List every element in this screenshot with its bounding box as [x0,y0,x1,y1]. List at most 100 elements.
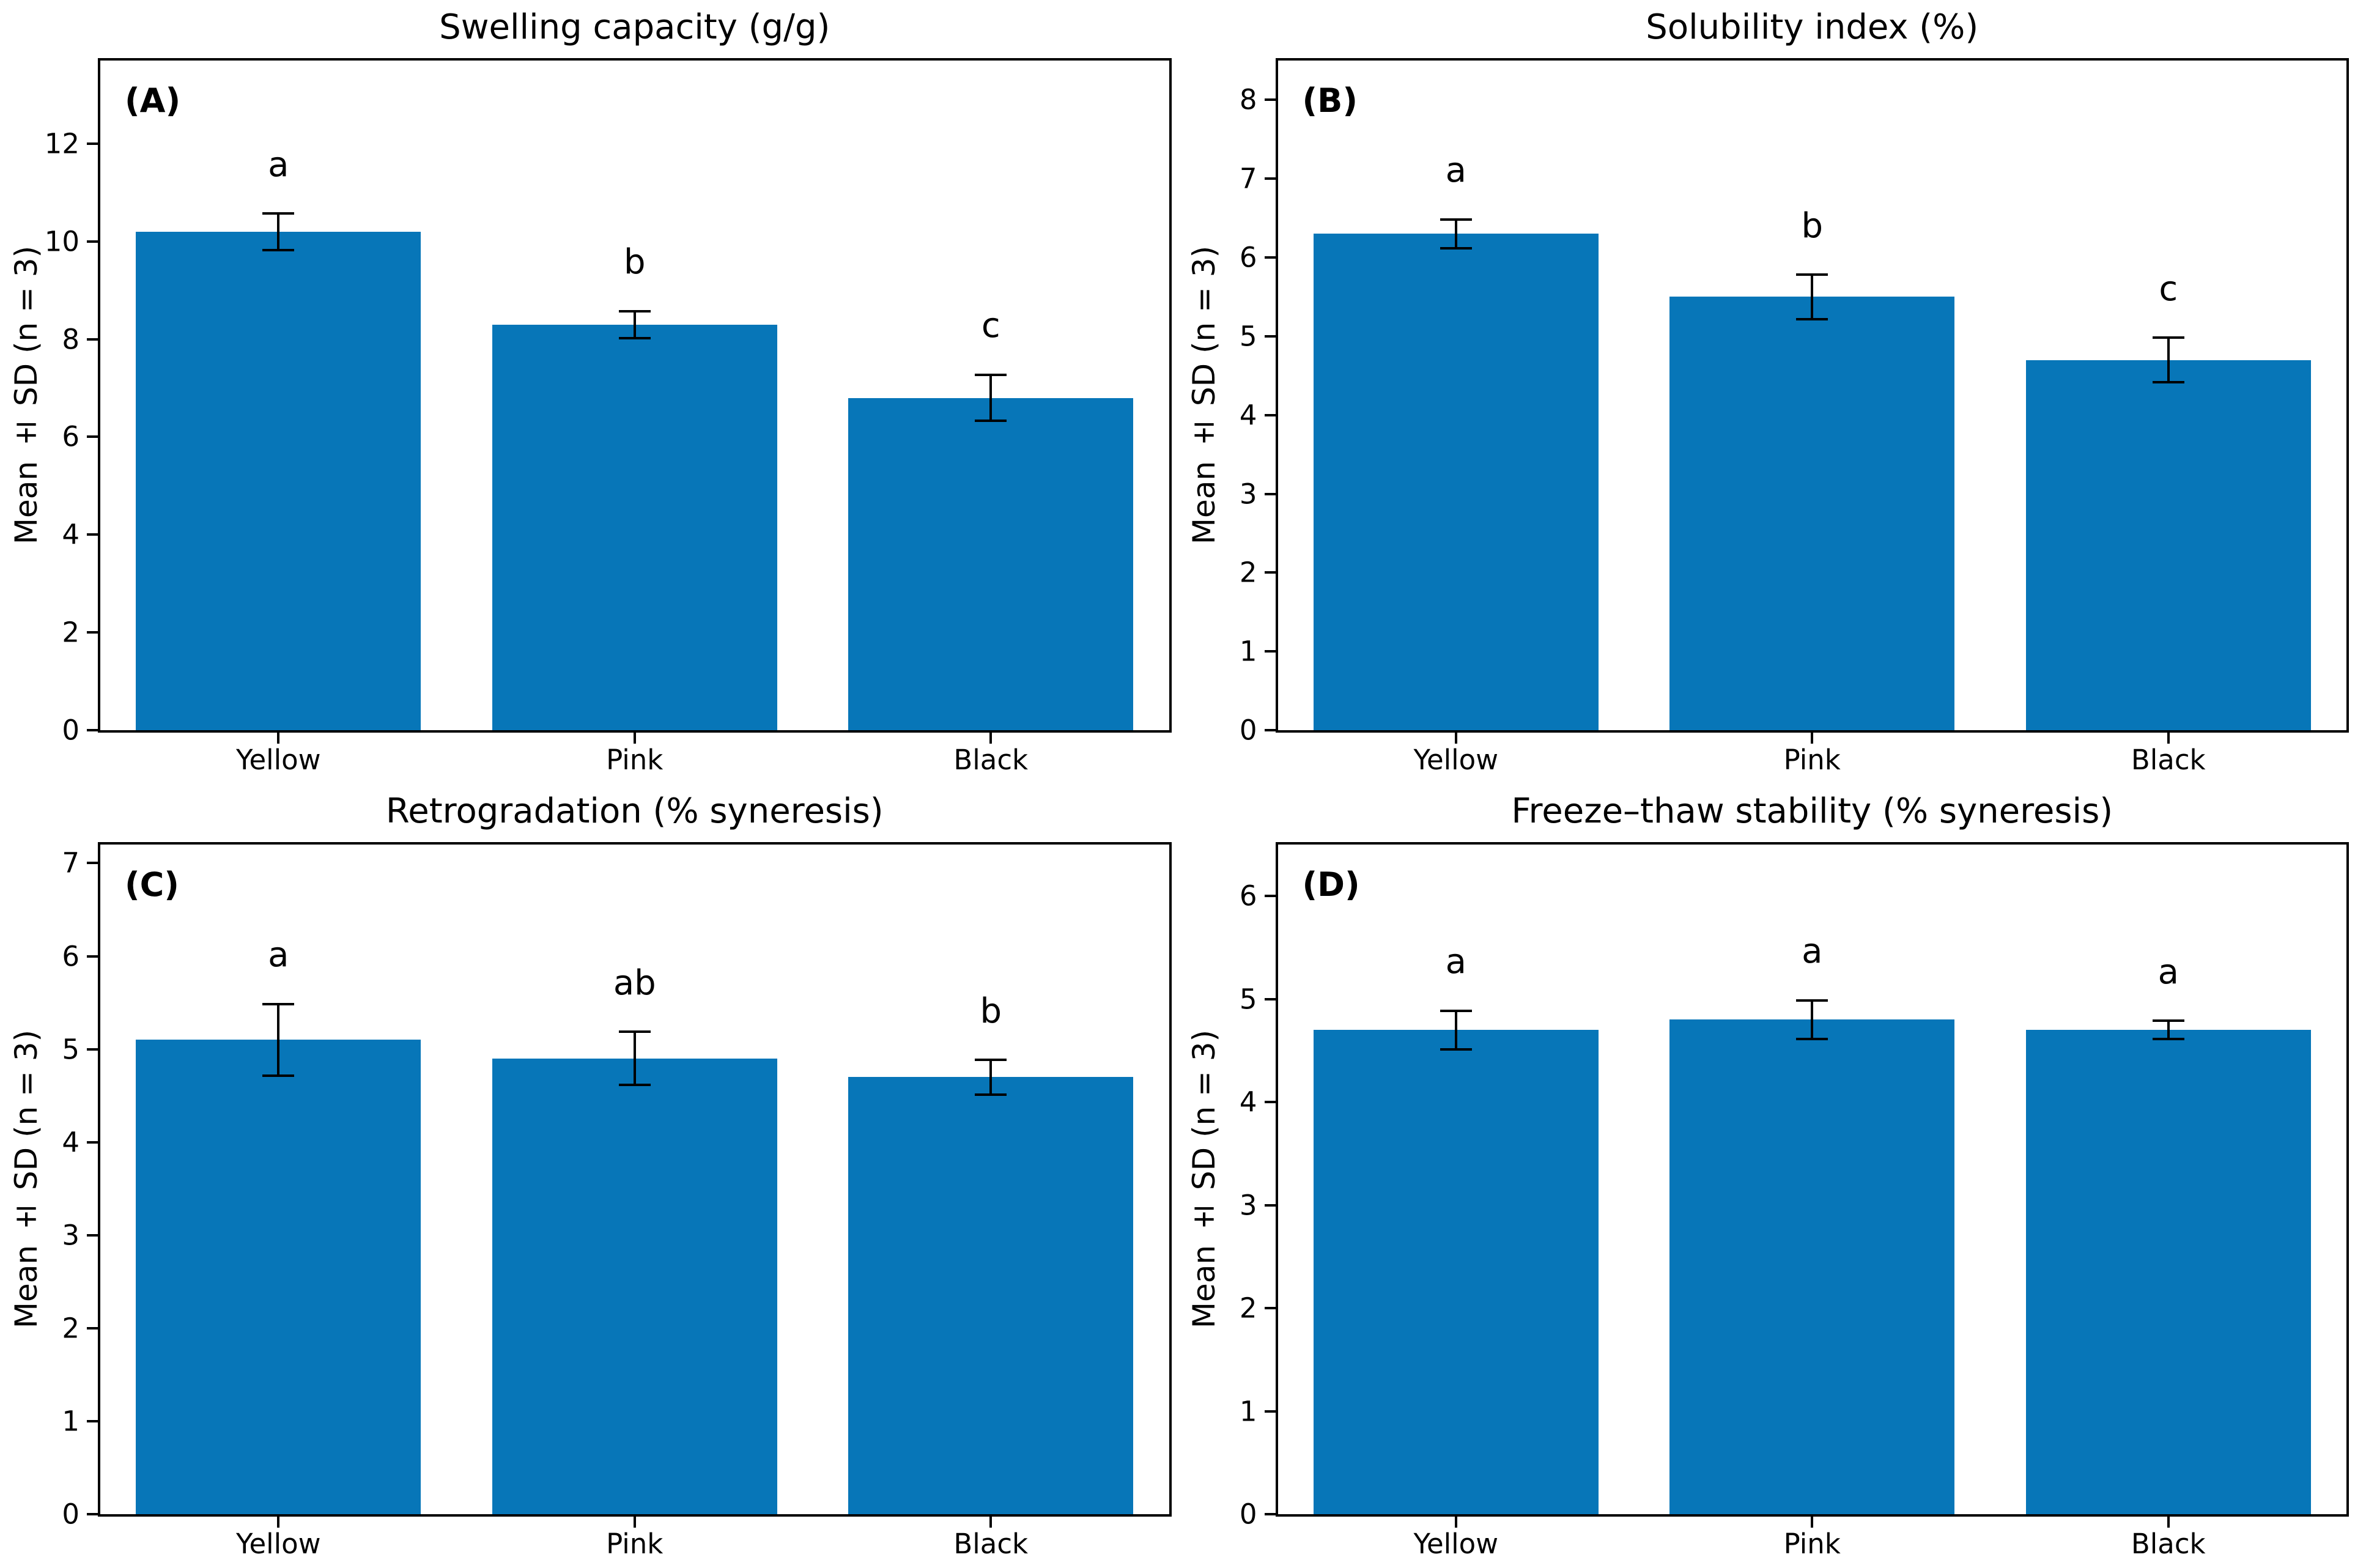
plot-area: (C) 0 1 2 3 4 5 6 7 a Yellow ab Pink b Black [62,842,1172,1558]
y-tick-label: 10 [44,225,79,258]
y-axis-label: Mean ± SD (n = 3) [1186,1029,1222,1329]
y-tick-mark [87,240,98,243]
error-bar-cap-top [1440,218,1472,221]
y-tick-mark [1264,997,1276,1000]
y-tick-mark [1264,98,1276,102]
x-tick-label: Yellow [1413,744,1499,776]
x-tick-mark [1454,733,1457,744]
bar-pink [1669,1019,1955,1514]
bar-black [2025,360,2311,730]
y-tick-label: 8 [62,323,79,356]
error-bar-stem [633,309,636,339]
x-tick-label: Pink [606,1528,664,1560]
error-bar-cap-bottom [1796,318,1828,321]
y-tick-label: 2 [62,616,79,649]
y-tick-label: 1 [1239,635,1257,668]
plot-area: (A) 0 2 4 6 8 10 12 a Yellow b Pink c Black [45,58,1172,774]
panel-letter-tag: (A) [125,81,181,120]
x-tick-mark [989,1517,993,1528]
y-axis-label: Mean ± SD (n = 3) [1186,245,1222,545]
bar-yellow [136,231,421,730]
error-bar-cap-top [2152,1019,2184,1023]
y-tick-mark [87,1419,98,1422]
y-tick-label: 7 [1239,162,1257,195]
y-tick-mark [1264,413,1276,416]
panel-title: Solubility index (%) [1646,7,1979,47]
panel-a-swelling-capacity: Swelling capacity (g/g) Mean ± SD (n = 3… [0,0,1178,784]
y-tick-label: 0 [62,714,79,747]
y-tick-label: 5 [1239,983,1257,1016]
y-tick-mark [87,631,98,634]
y-tick-label: 7 [62,846,79,879]
y-tick-label: 1 [62,1405,79,1438]
significance-letter: b [623,242,646,283]
y-tick-mark [87,1326,98,1329]
y-tick-mark [87,1048,98,1051]
y-tick-label: 4 [1239,399,1257,432]
y-tick-label: 0 [1239,1498,1257,1531]
error-bar-cap-bottom [1440,247,1472,250]
panel-b-solubility-index: Solubility index (%) Mean ± SD (n = 3) (… [1178,0,2355,784]
error-bar-stem [277,212,280,251]
significance-letter: a [268,935,289,975]
x-tick-label: Pink [606,744,664,776]
y-tick-mark [1264,729,1276,731]
bar-pink [492,1058,777,1514]
y-tick-mark [87,1233,98,1237]
x-tick-label: Pink [1783,744,1841,776]
y-tick-mark [1264,256,1276,259]
x-tick-mark [633,733,636,744]
panel-letter-tag: (D) [1302,865,1360,904]
y-tick-mark [87,955,98,958]
y-tick-label: 4 [1239,1085,1257,1119]
plot-area: (B) 0 1 2 3 4 5 6 7 8 a Yellow b Pink c Black [1240,58,2349,774]
x-tick-label: Yellow [235,1528,321,1560]
y-tick-mark [87,729,98,731]
y-tick-mark [1264,571,1276,574]
x-tick-mark [2167,1517,2170,1528]
y-tick-label: 2 [1239,1292,1257,1325]
error-bar-cap-bottom [2152,1038,2184,1041]
error-bar-cap-bottom [2152,381,2184,384]
y-tick-mark [87,533,98,536]
y-tick-mark [1264,1204,1276,1207]
bar-black [2025,1030,2311,1514]
panel-c-retrogradation: Retrogradation (% syneresis) Mean ± SD (… [0,784,1178,1568]
x-tick-label: Black [2131,744,2206,776]
error-bar-cap-bottom [618,336,651,339]
bar-yellow [1313,234,1599,730]
y-tick-mark [1264,1410,1276,1413]
y-tick-mark [87,1513,98,1515]
y-tick-mark [1264,650,1276,653]
significance-letter: a [2157,952,2179,993]
y-tick-label: 0 [1239,714,1257,747]
error-bar-cap-top [1796,999,1828,1002]
significance-letter: b [1801,205,1824,246]
y-tick-mark [1264,1101,1276,1104]
y-axis-label: Mean ± SD (n = 3) [9,245,44,545]
y-tick-label: 6 [62,940,79,972]
bar-black [848,398,1134,730]
x-tick-mark [633,1517,636,1528]
error-bar-stem [277,1002,280,1078]
y-tick-label: 5 [62,1033,79,1066]
significance-letter: c [2159,268,2178,309]
error-bar-cap-top [1796,273,1828,276]
x-tick-label: Yellow [235,744,321,776]
error-bar-cap-top [618,1030,651,1034]
x-tick-mark [1811,1517,1814,1528]
plot-area: (D) 0 1 2 3 4 5 6 a Yellow a Pink a Black [1240,842,2349,1558]
error-bar-stem [1454,218,1457,250]
panel-title: Retrogradation (% syneresis) [385,791,884,831]
y-tick-mark [1264,1307,1276,1310]
error-bar-stem [1454,1009,1457,1051]
y-tick-mark [87,338,98,341]
y-tick-mark [1264,335,1276,338]
x-tick-mark [989,733,993,744]
x-tick-mark [2167,733,2170,744]
error-bar-cap-top [2152,336,2184,339]
significance-letter: c [981,306,1000,346]
x-tick-mark [277,733,280,744]
error-bar-cap-bottom [1440,1048,1472,1051]
